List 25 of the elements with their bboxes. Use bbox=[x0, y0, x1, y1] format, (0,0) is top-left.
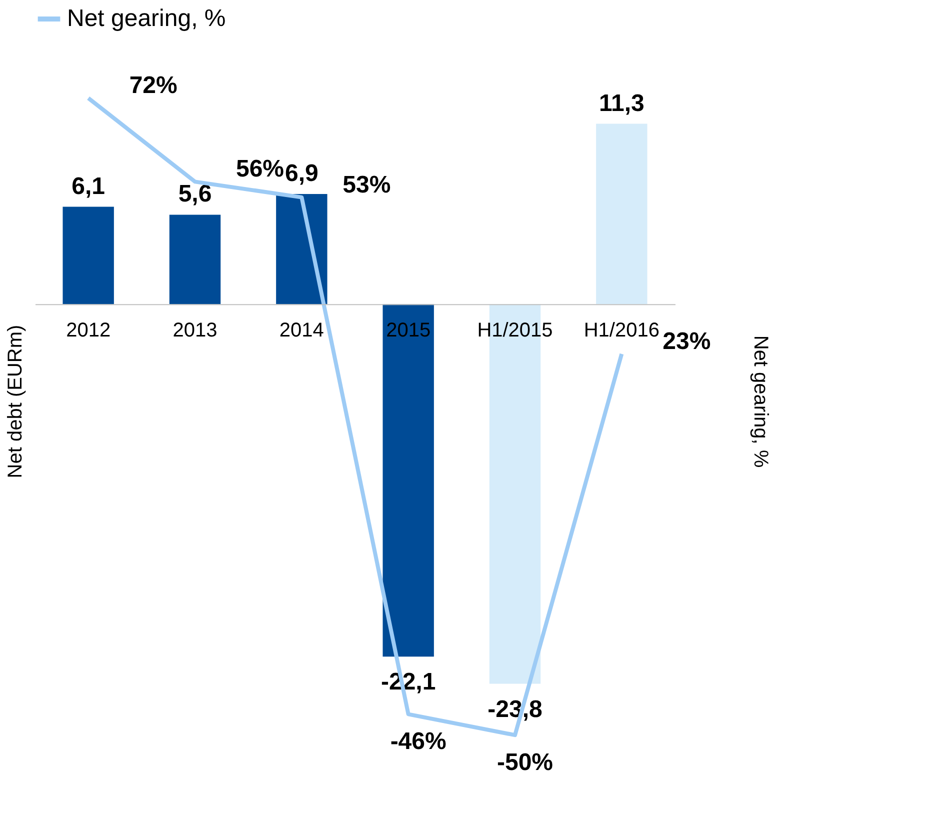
bar bbox=[169, 214, 221, 304]
data-label: 72% bbox=[129, 72, 178, 100]
data-label: -46% bbox=[390, 728, 446, 756]
bar bbox=[276, 194, 328, 304]
data-label: 6,9 bbox=[284, 160, 318, 187]
x-tick-label: H1/2015 bbox=[477, 320, 553, 342]
data-label: 5,6 bbox=[178, 180, 212, 208]
x-tick-label: 2012 bbox=[66, 320, 111, 342]
data-label: 56% bbox=[236, 156, 284, 183]
x-tick-label: 2014 bbox=[279, 320, 324, 342]
bar bbox=[382, 304, 434, 657]
data-label: -50% bbox=[496, 749, 554, 776]
x-tick-label: 2013 bbox=[172, 320, 218, 342]
legend-label: Net gearing, % bbox=[67, 5, 226, 32]
bar bbox=[596, 124, 648, 304]
data-label: 11,3 bbox=[598, 90, 644, 117]
data-label: 23% bbox=[662, 328, 711, 355]
x-tick-label: H1/2016 bbox=[584, 320, 660, 342]
y2-axis-title: Net gearing, % bbox=[750, 335, 772, 468]
y-axis-title: Net debt (EURm) bbox=[4, 324, 26, 478]
data-label: -23,8 bbox=[488, 696, 542, 723]
x-tick-label: 2015 bbox=[386, 320, 431, 342]
bar bbox=[62, 206, 114, 304]
data-label: 53% bbox=[342, 171, 391, 198]
data-label: 6,1 bbox=[72, 172, 106, 200]
